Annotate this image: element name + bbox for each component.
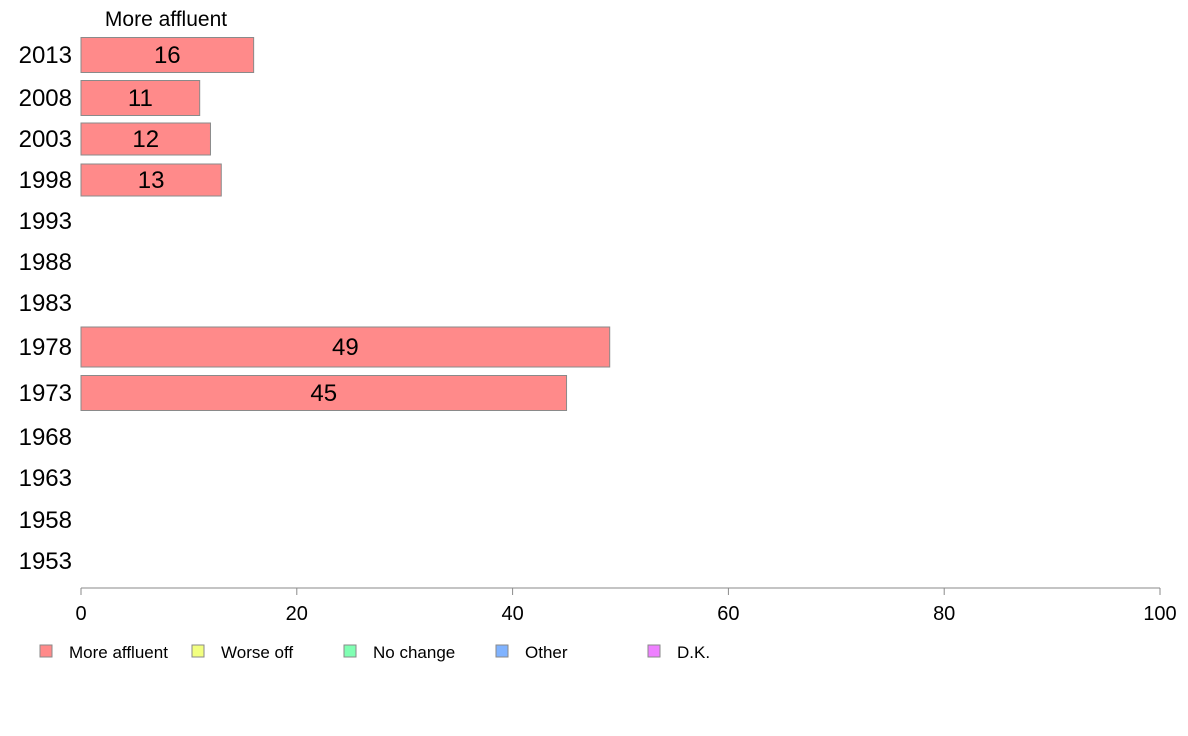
year-label-1963: 1963 (19, 465, 72, 492)
legend-swatch (495, 644, 509, 658)
bar-2013 (80, 37, 255, 73)
legend-swatch (39, 644, 53, 658)
bar-value-1998: 13 (138, 167, 165, 194)
bar-value-1973: 45 (310, 380, 337, 407)
bar-1998 (80, 163, 222, 197)
x-tick-label-40: 40 (501, 603, 523, 625)
legend-swatch (343, 644, 357, 658)
year-label-1958: 1958 (19, 507, 72, 534)
legend-label: Worse off (221, 643, 293, 662)
x-tick-label-60: 60 (717, 603, 739, 625)
x-axis: 0 20 40 60 80 100 (75, 587, 1177, 625)
year-label-1953: 1953 (19, 548, 72, 575)
year-label-1978: 1978 (19, 334, 72, 361)
year-label-1973: 1973 (19, 380, 72, 407)
x-tick-label-0: 0 (75, 603, 86, 625)
bar-value-1978: 49 (332, 334, 359, 361)
x-tick-label-100: 100 (1143, 603, 1176, 625)
bar-1978 (80, 326, 611, 368)
legend-label: More affluent (69, 643, 168, 662)
year-label-2013: 2013 (19, 42, 72, 69)
bar-value-2008: 11 (128, 85, 153, 112)
bar-1973 (80, 375, 568, 411)
year-label-1988: 1988 (19, 249, 72, 276)
legend-swatch (191, 644, 205, 658)
chart-title: More affluent (105, 8, 227, 31)
legend-label: Other (525, 643, 568, 662)
x-tick-label-80: 80 (933, 603, 955, 625)
bar-2003 (80, 122, 211, 156)
year-label-2008: 2008 (19, 85, 72, 112)
bar-value-2003: 12 (132, 126, 159, 153)
year-label-2003: 2003 (19, 126, 72, 153)
year-label-1993: 1993 (19, 208, 72, 235)
year-labels: 2013 2008 2003 1998 1993 1988 1983 1978 1973 1968… (19, 42, 72, 575)
year-label-1983: 1983 (19, 290, 72, 317)
bar-2008 (80, 80, 201, 116)
legend-label: D.K. (677, 643, 710, 662)
legend-label: No change (373, 643, 455, 662)
bar-value-2013: 16 (154, 42, 181, 69)
legend-swatch (647, 644, 661, 658)
year-label-1998: 1998 (19, 167, 72, 194)
x-tick-label-20: 20 (286, 603, 308, 625)
legend: More affluent Worse off No change Other D.K. (39, 643, 710, 662)
year-label-1968: 1968 (19, 424, 72, 451)
